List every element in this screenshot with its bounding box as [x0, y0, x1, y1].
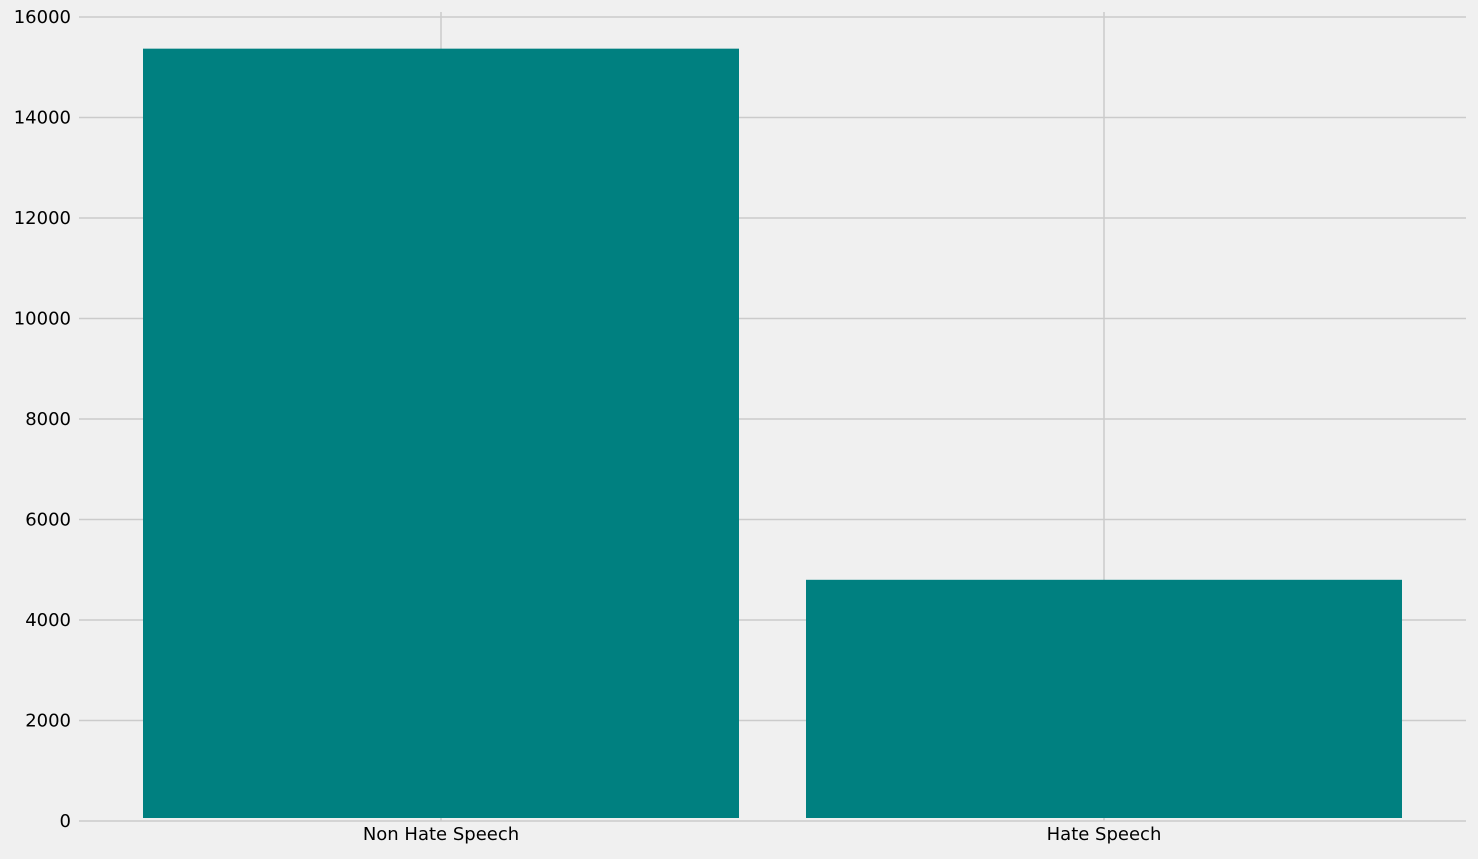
y-tick-label: 0	[60, 811, 71, 832]
y-tick-label: 12000	[14, 208, 71, 229]
y-tick-label: 16000	[14, 7, 71, 28]
y-tick-label: 8000	[25, 409, 71, 430]
x-axis: Non Hate Speech Hate Speech	[363, 824, 1162, 845]
y-axis: 0 2000 4000 6000 8000 10000 12000 14000 16000	[14, 7, 71, 832]
bars-layer	[143, 48, 1402, 819]
x-tick-label: Non Hate Speech	[363, 824, 519, 845]
y-tick-label: 2000	[25, 711, 71, 732]
y-tick-label: 6000	[25, 510, 71, 531]
x-tick-label: Hate Speech	[1047, 824, 1162, 845]
bar	[806, 579, 1402, 818]
bar	[143, 48, 739, 819]
y-tick-label: 4000	[25, 610, 71, 631]
y-tick-label: 14000	[14, 108, 71, 129]
y-tick-label: 10000	[14, 309, 71, 330]
